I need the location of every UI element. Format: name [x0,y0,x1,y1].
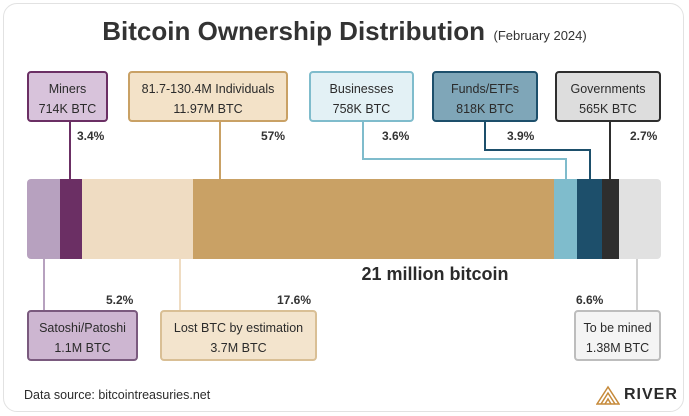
businesses-connector-v2 [565,158,567,179]
governments-percent: 2.7% [630,129,658,143]
businesses-label-box: Businesses 758K BTC [309,71,414,122]
lost-percent: 17.6% [277,293,312,307]
lost-connector [179,259,181,311]
tobemined-connector [636,259,638,311]
businesses-percent: 3.6% [382,129,410,143]
total-label: 21 million bitcoin [361,264,509,284]
bar-segment-miners [59,179,83,259]
funds-connector-h [484,149,591,151]
bar-segment-81-7-130-4m-individuals [193,179,555,259]
funds-label-box: Funds/ETFs 818K BTC [432,71,538,122]
miners-percent: 3.4% [77,129,105,143]
funds-name: Funds/ETFs [450,82,520,96]
funds-connector-v2 [589,149,591,179]
miners-connector [69,120,71,179]
bar-segment-businesses [554,179,578,259]
individuals-connector [219,120,221,179]
tobemined-name: To be mined [583,321,652,335]
funds-connector [484,120,486,150]
lost-label-box: Lost BTC by estimation 3.7M BTC [160,310,317,361]
satoshi-connector [43,259,45,311]
river-mountain-icon [596,385,620,405]
funds-amount: 818K BTC [456,102,514,116]
satoshi-amount: 1.1M BTC [54,341,111,355]
governments-amount: 565K BTC [579,102,637,116]
individuals-label-box: 81.7-130.4M Individuals 11.97M BTC [128,71,288,122]
businesses-connector-h [362,158,567,160]
tobemined-amount: 1.38M BTC [585,341,650,355]
individuals-name: 81.7-130.4M Individuals [141,82,275,96]
chart-title: Bitcoin Ownership Distribution [102,16,486,46]
tobemined-percent: 6.6% [576,293,604,307]
miners-name: Miners [48,82,87,96]
individuals-percent: 57% [261,129,286,143]
satoshi-label-box: Satoshi/Patoshi 1.1M BTC [27,310,138,361]
river-logo: RIVER [596,385,678,405]
bar-segment-funds-etfs [577,179,603,259]
chart-subtitle: (February 2024) [493,28,587,43]
lost-amount: 3.7M BTC [210,341,267,355]
governments-label-box: Governments 565K BTC [555,71,661,122]
satoshi-name: Satoshi/Patoshi [39,321,126,335]
businesses-amount: 758K BTC [332,102,391,116]
bar-segment-to-be-mined [619,179,661,259]
governments-name: Governments [570,82,646,96]
individuals-amount: 11.97M BTC [173,102,243,116]
miners-amount: 714K BTC [38,102,97,116]
chart-title-block: Bitcoin Ownership Distribution (February… [0,16,689,47]
businesses-name: Businesses [329,82,394,96]
funds-percent: 3.9% [507,129,535,143]
river-wordmark: RIVER [624,386,678,403]
bar-segment-governments [602,179,620,259]
bar-segment-lost-btc-by-estimation [81,179,194,259]
miners-label-box: Miners 714K BTC [27,71,108,122]
tobemined-label-box: To be mined 1.38M BTC [574,310,661,361]
businesses-connector [362,120,364,159]
data-source: Data source: bitcointreasuries.net [24,388,211,402]
bar-segment-satoshi-patoshi [27,179,61,259]
satoshi-percent: 5.2% [106,293,134,307]
lost-name: Lost BTC by estimation [173,321,304,335]
governments-connector [609,120,611,179]
